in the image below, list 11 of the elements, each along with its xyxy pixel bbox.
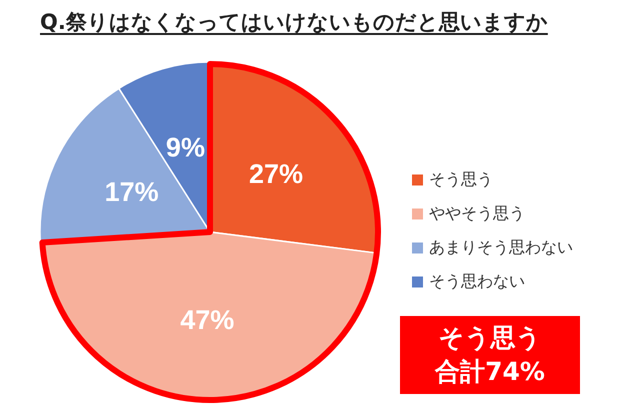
text: そう思う bbox=[438, 322, 542, 354]
chart-title: Q.祭りはなくなってはいけないものだと思いますか bbox=[40, 9, 548, 36]
data-label: 47% bbox=[180, 304, 234, 335]
legend-label: あまりそう思わない bbox=[429, 240, 573, 256]
text: 合計74% bbox=[435, 356, 545, 388]
data-label: 17% bbox=[104, 177, 159, 208]
data-label: 27% bbox=[248, 158, 304, 189]
legend-label: ややそう思う bbox=[429, 206, 525, 222]
data-label: 9% bbox=[166, 132, 205, 162]
legend-label: そう思う bbox=[429, 172, 493, 188]
legend-label: そう思わない bbox=[429, 274, 525, 290]
